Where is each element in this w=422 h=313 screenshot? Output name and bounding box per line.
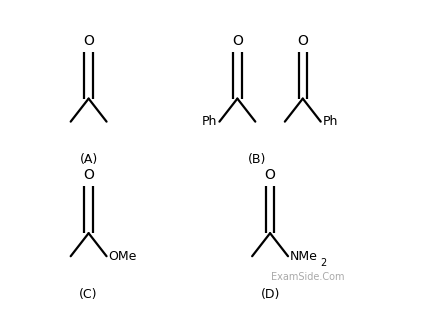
Text: (A): (A) (79, 153, 98, 166)
Text: Ph: Ph (323, 115, 338, 128)
Text: OMe: OMe (109, 250, 137, 263)
Text: Ph: Ph (202, 115, 217, 128)
Text: O: O (265, 168, 276, 182)
Text: O: O (83, 34, 94, 48)
Text: O: O (232, 34, 243, 48)
Text: ExamSide.Com: ExamSide.Com (271, 272, 345, 282)
Text: O: O (298, 34, 308, 48)
Text: NMe: NMe (290, 250, 318, 263)
Text: (B): (B) (248, 153, 267, 166)
Text: O: O (83, 168, 94, 182)
Text: (D): (D) (260, 288, 280, 300)
Text: (C): (C) (79, 288, 98, 300)
Text: 2: 2 (320, 258, 326, 268)
